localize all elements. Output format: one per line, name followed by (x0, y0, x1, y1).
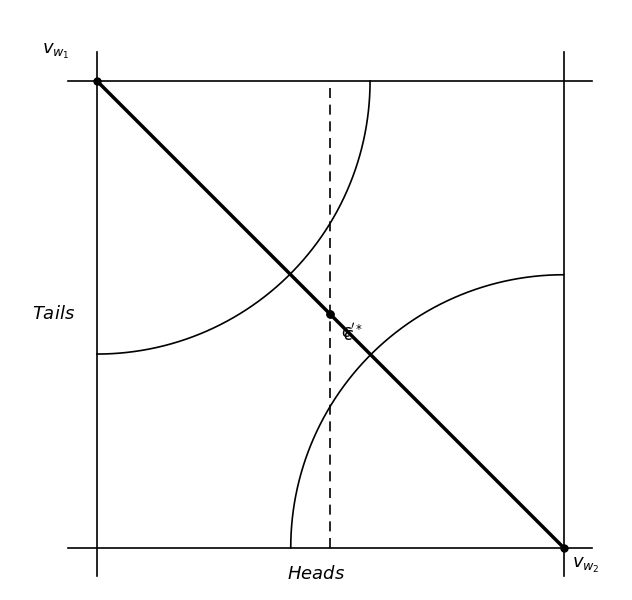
Text: $\mathit{Tails}$: $\mathit{Tails}$ (32, 305, 75, 323)
Text: $v_{w_1}$: $v_{w_1}$ (42, 42, 70, 61)
Text: $v_{w_2}$: $v_{w_2}$ (573, 556, 600, 575)
Text: $c'$: $c'$ (341, 323, 356, 342)
Text: $\mathit{Heads}$: $\mathit{Heads}$ (287, 565, 345, 583)
Text: $c^*$: $c^*$ (343, 325, 363, 345)
